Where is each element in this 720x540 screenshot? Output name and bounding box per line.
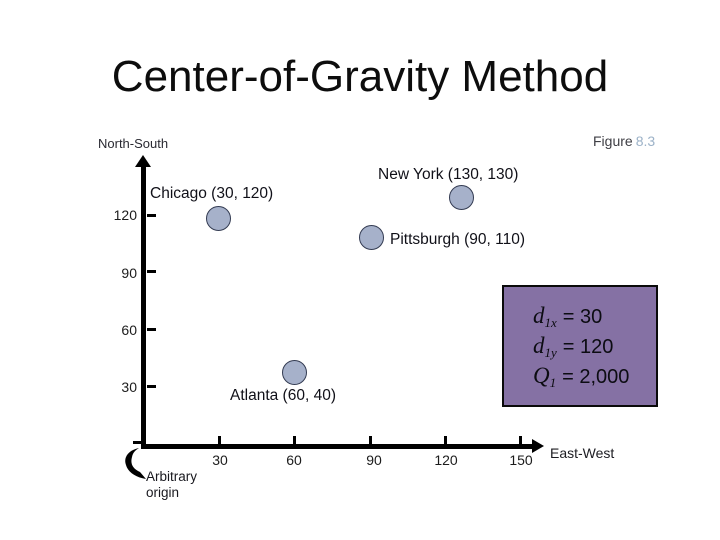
point-label-atlanta: Atlanta (60, 40) xyxy=(230,387,336,404)
y-tick-120 xyxy=(147,214,156,217)
x-tick-label: 150 xyxy=(509,452,533,468)
y-tick-30 xyxy=(147,385,156,388)
origin-note-line1: Arbitrary xyxy=(146,469,198,484)
page-title: Center-of-Gravity Method xyxy=(111,52,609,101)
formula-value: = 2,000 xyxy=(562,366,630,388)
y-axis-label: North-South xyxy=(98,136,169,151)
x-tick-60 xyxy=(293,436,296,445)
formula-var: d xyxy=(533,333,545,358)
point-label-chicago: Chicago (30, 120) xyxy=(150,185,274,202)
formula-value: = 30 xyxy=(562,306,603,328)
y-axis-line xyxy=(141,167,146,445)
y-tick-label: 30 xyxy=(121,379,137,395)
formula-var: d xyxy=(533,303,545,328)
x-tick-label: 120 xyxy=(434,452,458,468)
formula-subscript: 1 xyxy=(549,375,557,390)
y-tick-label: 60 xyxy=(121,322,137,338)
formula-var: Q xyxy=(533,363,550,388)
figure-number: 8.3 xyxy=(635,133,656,149)
formula-subscript: 1x xyxy=(544,315,557,330)
x-tick-label: 30 xyxy=(212,452,228,468)
y-tick-label: 90 xyxy=(121,265,137,281)
formula-d1y: d1y = 120 xyxy=(533,333,656,363)
x-tick-label: 90 xyxy=(366,452,382,468)
point-label-new-york: New York (130, 130) xyxy=(378,166,519,183)
formula-callout-box: d1x = 30 d1y = 120 Q1 = 2,000 xyxy=(502,285,658,407)
formula-value: = 120 xyxy=(562,336,614,358)
origin-tick xyxy=(133,441,141,444)
x-tick-120 xyxy=(444,436,447,445)
x-axis-line xyxy=(141,444,533,449)
formula-subscript: 1y xyxy=(544,345,557,360)
point-label-pittsburgh: Pittsburgh (90, 110) xyxy=(390,231,525,248)
y-axis-arrow-icon xyxy=(135,155,151,167)
origin-note: Arbitrary origin xyxy=(146,469,197,501)
origin-brace-icon xyxy=(125,448,146,479)
x-axis-arrow-icon xyxy=(532,439,544,453)
figure-label-prefix: Figure xyxy=(593,133,633,149)
point-chicago xyxy=(206,206,231,231)
x-tick-90 xyxy=(369,436,372,445)
x-tick-150 xyxy=(519,436,522,445)
y-tick-90 xyxy=(147,270,156,273)
figure-label: Figure 8.3 xyxy=(593,133,655,149)
x-tick-label: 60 xyxy=(286,452,302,468)
formula-d1x: d1x = 30 xyxy=(533,303,656,333)
point-atlanta xyxy=(282,360,307,385)
y-tick-label: 120 xyxy=(113,207,137,223)
formula-q1: Q1 = 2,000 xyxy=(533,363,656,393)
point-new-york xyxy=(449,185,474,210)
y-tick-60 xyxy=(147,328,156,331)
x-axis-label: East-West xyxy=(550,445,615,461)
point-pittsburgh xyxy=(359,225,384,250)
origin-note-line2: origin xyxy=(146,485,180,500)
x-tick-30 xyxy=(218,436,221,445)
